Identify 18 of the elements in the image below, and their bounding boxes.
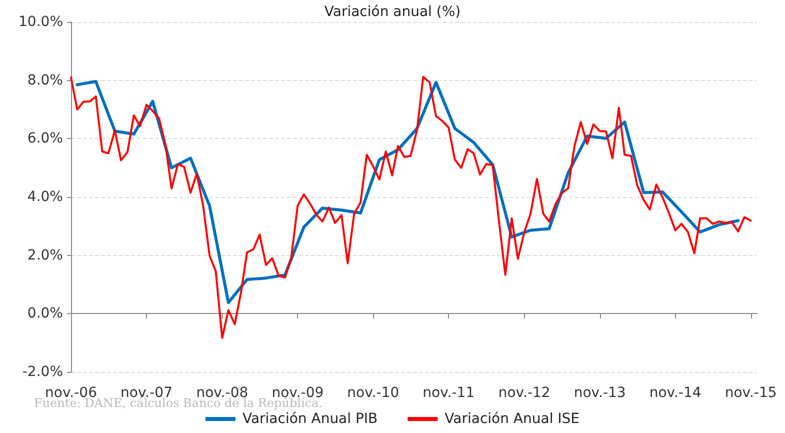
y-tick-label: 6.0% [27, 130, 63, 147]
legend-label: Variación Anual ISE [444, 411, 580, 427]
x-tick-label: nov.-10 [347, 385, 400, 401]
y-tick-label: 10.0% [18, 14, 63, 30]
x-tick-label: nov.-15 [724, 385, 777, 401]
y-tick-label: 2.0% [27, 247, 63, 264]
x-tick-label: nov.-12 [498, 385, 550, 401]
chart-title: Variación anual (%) [324, 4, 461, 20]
source-note: Fuente: DANE, cálculos Banco de la República. [34, 396, 322, 410]
y-tick-label: -2.0% [22, 364, 63, 380]
y-tick-label: 4.0% [27, 189, 63, 205]
legend-label: Variación Anual PIB [242, 411, 378, 427]
y-tick-label: 0.0% [27, 306, 63, 322]
x-tick-label: nov.-11 [422, 385, 475, 401]
y-tick-label: 8.0% [27, 72, 63, 88]
x-tick-label: nov.-13 [574, 385, 626, 401]
line-series [70, 76, 752, 339]
x-tick-label: nov.-14 [649, 385, 702, 401]
